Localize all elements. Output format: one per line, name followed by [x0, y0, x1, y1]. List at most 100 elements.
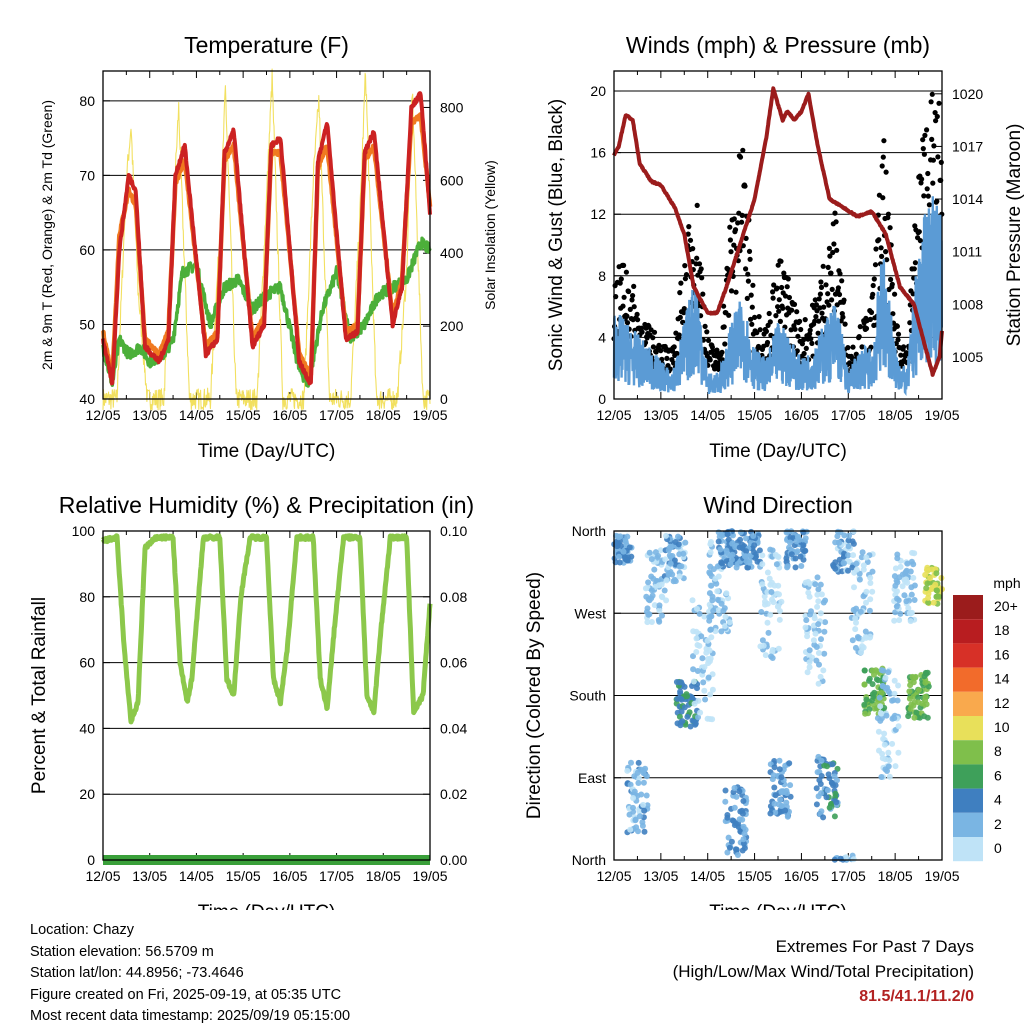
gust-point: [705, 337, 712, 343]
gust-point: [626, 288, 632, 295]
direction-point: [695, 697, 702, 704]
y-right-tick-label: 1020: [952, 86, 983, 102]
direction-point: [877, 703, 884, 710]
direction-point: [778, 598, 785, 605]
direction-point: [866, 607, 873, 614]
direction-point: [830, 562, 837, 568]
direction-point: [774, 590, 781, 597]
gust-point: [682, 263, 688, 269]
direction-point: [891, 617, 898, 624]
legend-swatch: [953, 740, 983, 765]
gust-point: [859, 344, 865, 350]
direction-point: [724, 849, 731, 856]
legend-label: 0: [994, 840, 1002, 856]
direction-point: [659, 612, 665, 619]
series-relative-humidity: [101, 533, 433, 725]
gust-point: [775, 304, 781, 310]
direction-point: [734, 852, 741, 858]
direction-point: [688, 694, 695, 701]
direction-point: [845, 552, 852, 559]
direction-point: [802, 535, 809, 542]
x-tick-label: 16/05: [272, 407, 307, 423]
direction-point: [658, 593, 665, 600]
gust-point: [694, 255, 700, 261]
gust-point: [830, 249, 836, 256]
direction-point: [852, 644, 859, 651]
x-tick-label: 14/05: [690, 407, 725, 423]
direction-point: [693, 649, 700, 655]
gust-point: [732, 227, 739, 233]
direction-point: [911, 714, 918, 721]
direction-point: [891, 573, 898, 580]
direction-point: [927, 575, 934, 582]
direction-point: [877, 717, 884, 724]
direction-point: [788, 551, 795, 558]
gust-point: [883, 249, 889, 255]
direction-point: [759, 552, 766, 559]
direction-point: [641, 828, 648, 835]
direction-point: [707, 655, 714, 662]
direction-point: [770, 599, 777, 606]
direction-point: [706, 569, 713, 576]
gust-point: [671, 344, 677, 350]
direction-point: [818, 636, 824, 643]
direction-point: [930, 599, 937, 606]
y-axis-label-left: Percent & Total Rainfall: [29, 597, 50, 794]
direction-point: [635, 775, 642, 782]
direction-point: [913, 709, 920, 716]
direction-point: [861, 667, 868, 674]
gust-point: [867, 316, 874, 322]
direction-point: [924, 564, 931, 571]
gust-point: [731, 242, 737, 248]
gust-point: [798, 326, 804, 333]
gust-point: [694, 202, 700, 208]
direction-point: [906, 610, 913, 617]
direction-point: [820, 814, 827, 821]
direction-point: [858, 554, 865, 561]
direction-point: [767, 810, 774, 817]
plot-border: [613, 70, 943, 400]
direction-point: [836, 539, 843, 546]
gust-point: [850, 344, 856, 350]
direction-point: [706, 647, 713, 654]
direction-point: [869, 681, 876, 688]
direction-point: [613, 543, 620, 550]
gust-point: [868, 309, 875, 315]
gust-point: [653, 349, 659, 355]
direction-point: [883, 712, 890, 719]
x-axis-label: Time (Day/UTC): [709, 441, 847, 462]
direction-point: [627, 781, 634, 788]
direction-point: [909, 549, 916, 556]
panel-title: Winds (mph) & Pressure (mb): [626, 32, 930, 58]
direction-point: [704, 637, 711, 644]
x-tick-label: 19/05: [412, 407, 447, 423]
direction-point: [643, 773, 650, 780]
direction-point: [657, 547, 664, 554]
direction-point: [690, 666, 697, 673]
gust-point: [901, 344, 907, 350]
direction-point: [904, 560, 911, 567]
gust-point: [921, 151, 928, 157]
gust-point: [812, 318, 818, 324]
gust-point: [807, 327, 813, 333]
direction-point: [816, 661, 822, 668]
direction-point: [798, 563, 805, 569]
legend-swatch: [953, 643, 983, 668]
y-tick-label: 80: [79, 589, 95, 605]
gust-point: [935, 154, 941, 160]
direction-point: [769, 646, 776, 653]
direction-point: [690, 653, 696, 660]
direction-point: [809, 654, 816, 661]
direction-point: [897, 563, 904, 570]
direction-point: [813, 644, 820, 650]
direction-point: [626, 811, 633, 818]
direction-point: [686, 709, 693, 716]
direction-point: [815, 586, 822, 593]
gust-point: [809, 340, 815, 346]
direction-point: [712, 628, 719, 635]
direction-point: [817, 581, 824, 588]
gust-point: [870, 291, 876, 297]
gust-point: [919, 176, 925, 182]
x-tick-label: 16/05: [784, 407, 819, 423]
gust-point: [837, 271, 843, 277]
